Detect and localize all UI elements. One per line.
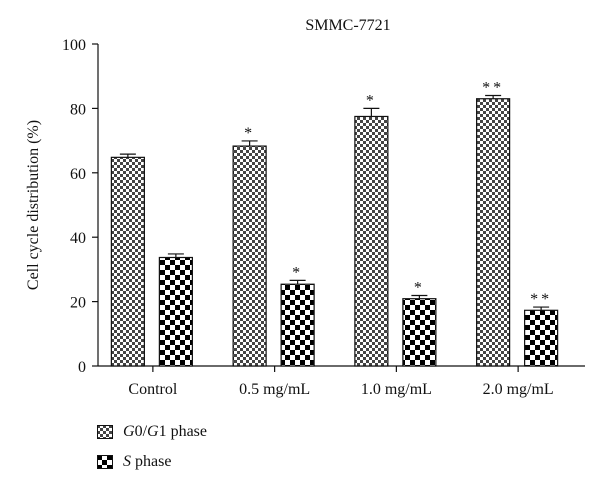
significance-marker: *	[244, 125, 255, 142]
y-tick-label: 60	[70, 166, 86, 183]
legend-label-g0g1: G0/G1 phase	[123, 423, 208, 440]
bars-group: ********	[110, 80, 559, 367]
legend-item-g0g1: G0/G1 phase	[97, 421, 207, 443]
x-tick-label: Control	[128, 381, 177, 398]
bar	[354, 115, 389, 367]
x-tick-labels: Control 0.5 mg/mL 1.0 mg/mL 2.0 mg/mL	[128, 381, 553, 398]
bar	[524, 309, 559, 367]
bar	[110, 156, 145, 367]
y-tick-label: 80	[70, 101, 86, 118]
y-tick-label: 100	[62, 37, 86, 54]
bar	[232, 145, 267, 367]
legend-label-s: S phase	[123, 453, 172, 470]
bar	[402, 298, 437, 367]
significance-marker: **	[482, 80, 504, 97]
y-tick-label: 0	[78, 359, 86, 376]
y-axis-label: Cell cycle distribution (%)	[25, 120, 42, 290]
chart-title: SMMC-7721	[305, 17, 390, 34]
bar-chart: SMMC-7721 Cell cycle distribution (%) 0 2…	[25, 17, 585, 398]
significance-marker: *	[366, 92, 377, 109]
bar	[158, 256, 193, 367]
bar	[476, 98, 511, 367]
legend: G0/G1 phase S phase	[97, 421, 207, 481]
x-tick-label: 0.5 mg/mL	[239, 381, 310, 398]
x-tick-label: 2.0 mg/mL	[483, 381, 554, 398]
y-tick-label: 20	[70, 295, 86, 312]
legend-swatch-g0g1	[97, 425, 113, 439]
significance-marker: *	[414, 279, 425, 296]
y-tick-label: 40	[70, 230, 86, 247]
significance-marker: *	[292, 264, 303, 281]
legend-swatch-s	[97, 455, 113, 469]
bar	[280, 283, 315, 367]
x-tick-label: 1.0 mg/mL	[361, 381, 432, 398]
significance-marker: **	[530, 291, 552, 308]
legend-item-s: S phase	[97, 451, 207, 473]
